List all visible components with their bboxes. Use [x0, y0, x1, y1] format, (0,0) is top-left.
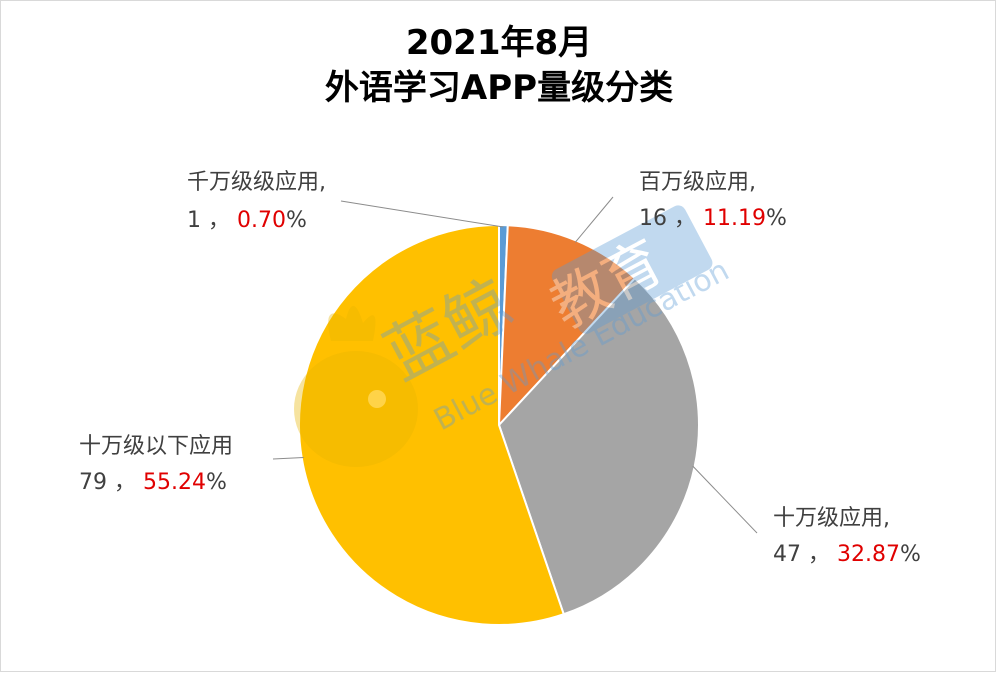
slice-percent: 55.24 — [143, 470, 206, 495]
slice-percent: 11.19 — [703, 206, 766, 231]
slice-shiwan — [497, 276, 700, 616]
leader-lines — [272, 196, 758, 534]
whale-logo-icon — [294, 305, 418, 467]
pie-slices — [298, 223, 700, 626]
slice-category-label: 千万级级应用, — [187, 170, 326, 195]
percent-sign: % — [766, 206, 787, 231]
slice-count: 47 ， — [773, 542, 837, 567]
slice-category-label: 百万级应用, — [639, 170, 756, 195]
slice-category-label: 十万级以下应用 — [79, 434, 233, 459]
leader-line — [340, 200, 504, 228]
chart-title-line-1: 2021年8月 — [406, 23, 592, 63]
leader-line — [692, 465, 758, 534]
slice-percent: 0.70 — [237, 208, 286, 233]
watermark-tag-box — [551, 205, 713, 334]
slice-category-label: 十万级应用, — [773, 506, 890, 531]
slice-count: 16 ， — [639, 206, 703, 231]
slice-count: 1 ， — [187, 208, 237, 233]
percent-sign: % — [206, 470, 227, 495]
slice-percent: 32.87 — [837, 542, 900, 567]
leader-line — [272, 456, 304, 460]
slice-count: 79 ， — [79, 470, 143, 495]
slice-baiwan — [497, 224, 637, 428]
data-labels: 千万级级应用, 1 ， 0.70% 百万级应用, 16 ， 11.19% 十万级应用, 4… — [79, 170, 921, 567]
percent-sign: % — [900, 542, 921, 567]
slice-value-label: 16 ， 11.19% — [639, 206, 787, 231]
slice-value-label: 1 ， 0.70% — [187, 208, 307, 233]
chart-title-line-2: 外语学习APP量级分类 — [325, 68, 673, 108]
percent-sign: % — [286, 208, 307, 233]
slice-value-label: 47 ， 32.87% — [773, 542, 921, 567]
leader-line — [574, 196, 614, 243]
slice-value-label: 79 ， 55.24% — [79, 470, 227, 495]
